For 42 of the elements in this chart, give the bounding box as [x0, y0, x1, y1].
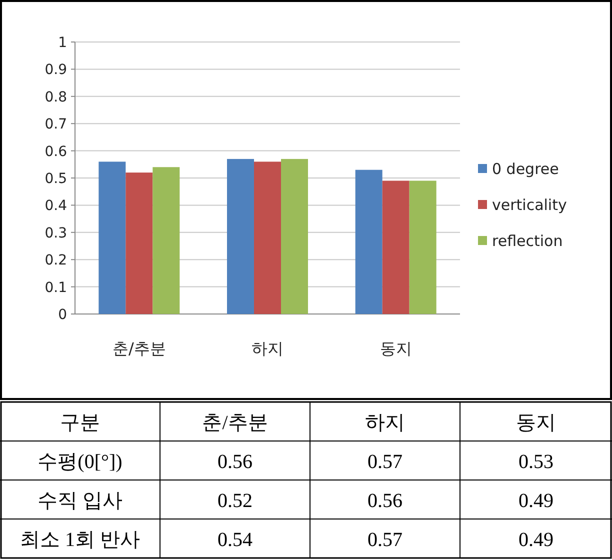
bar [254, 162, 281, 314]
y-tick-label: 0.7 [44, 116, 67, 133]
legend-label: reflection [492, 232, 563, 250]
y-tick-label: 수평(0[°]) [38, 451, 122, 473]
legend-label: verticality [492, 196, 567, 214]
y-tick-label: 0.2 [44, 252, 67, 269]
bar [281, 158, 308, 314]
y-tick-label: 0.3 [44, 225, 67, 242]
data-label: 0.56 [368, 490, 402, 512]
y-tick-label: 최소 1회 반사 [20, 529, 140, 551]
bar [355, 170, 382, 314]
data-label: 0.56 [218, 451, 252, 473]
y-tick-label: 1 [58, 35, 67, 51]
data-label: 0.57 [368, 529, 402, 551]
legend-label: 0 degree [492, 160, 559, 178]
x-tick-label: 춘/추분 [112, 339, 166, 358]
y-tick-label: 0.1 [44, 280, 67, 296]
y-tick-label: 0.8 [44, 89, 67, 106]
data-label: 0.54 [218, 529, 252, 551]
bar [152, 167, 180, 314]
data-label: 0.57 [368, 451, 402, 473]
bar [98, 162, 126, 314]
data-label: 0.53 [518, 451, 554, 473]
y-tick-label: 0.5 [44, 171, 67, 187]
data-label: 0.49 [518, 490, 554, 512]
x-tick-label: 동지 [516, 412, 556, 434]
bar [382, 180, 410, 314]
data-label: 0.52 [218, 490, 252, 512]
x-tick-label: 하지 [252, 339, 284, 358]
y-tick-label: 0.4 [44, 198, 68, 214]
x-tick-label: 하지 [365, 412, 405, 434]
data-label: 0.49 [518, 529, 554, 551]
x-tick-label: 춘/추분 [202, 412, 268, 434]
y-tick-label: 0 [58, 307, 67, 323]
y-tick-label: 0.6 [44, 144, 68, 160]
text: 구분 [60, 412, 100, 434]
bar [409, 180, 436, 314]
bar [126, 172, 153, 314]
bar [227, 158, 254, 314]
x-tick-label: 동지 [380, 339, 412, 358]
y-tick-label: 0.9 [44, 62, 67, 78]
y-tick-label: 수직 입사 [38, 490, 122, 512]
